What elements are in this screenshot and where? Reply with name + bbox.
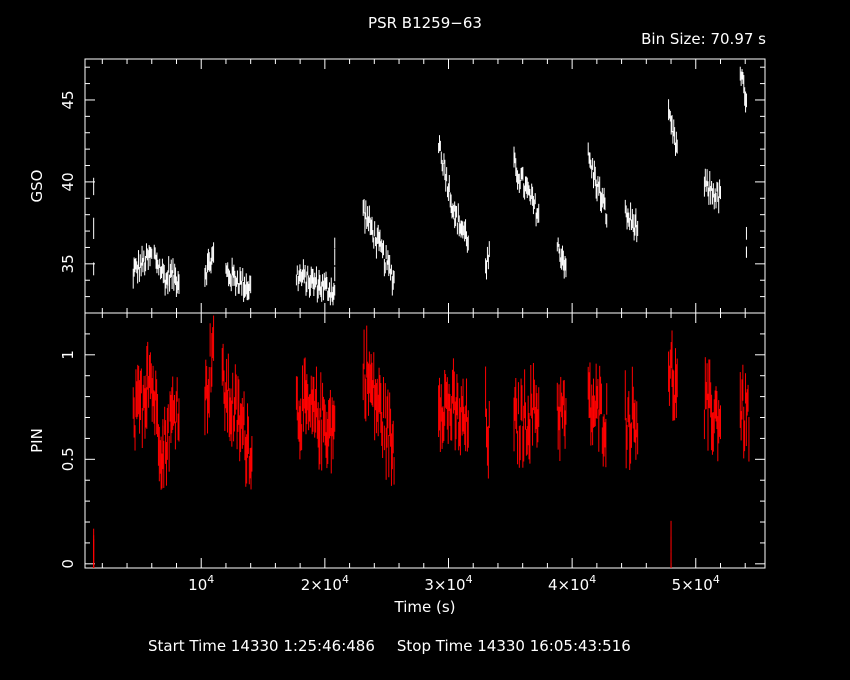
x-tick-label: 3×104 [424, 573, 472, 594]
start-time-label: Start Time 14330 1:25:46:486 [148, 637, 375, 655]
plot-frame-bottom [84, 312, 766, 569]
y-tick-label: 0.5 [59, 447, 77, 471]
y-axis-label-pin: PIN [28, 428, 46, 453]
x-tick-label: 104 [188, 573, 214, 594]
x-tick-label: 4×104 [548, 573, 596, 594]
bin-size-label: Bin Size: 70.97 s [641, 30, 766, 48]
y-tick-label: 40 [59, 172, 77, 191]
y-tick-label: 0 [59, 559, 77, 569]
x-axis-label: Time (s) [394, 598, 456, 616]
y-tick-label: 1 [59, 350, 77, 360]
y-axis-label-gso: GSO [28, 170, 46, 203]
x-tick-label: 2×104 [301, 573, 349, 594]
stop-time-label: Stop Time 14330 16:05:43:516 [396, 637, 631, 655]
chart-title: PSR B1259−63 [368, 14, 482, 32]
y-tick-label: 35 [59, 254, 77, 273]
x-tick-label: 5×104 [672, 573, 720, 594]
y-tick-label: 45 [59, 90, 77, 109]
time-range-footer: Start Time 14330 1:25:46:486 Stop Time 14… [148, 637, 631, 655]
plot-frame-top [84, 58, 766, 314]
